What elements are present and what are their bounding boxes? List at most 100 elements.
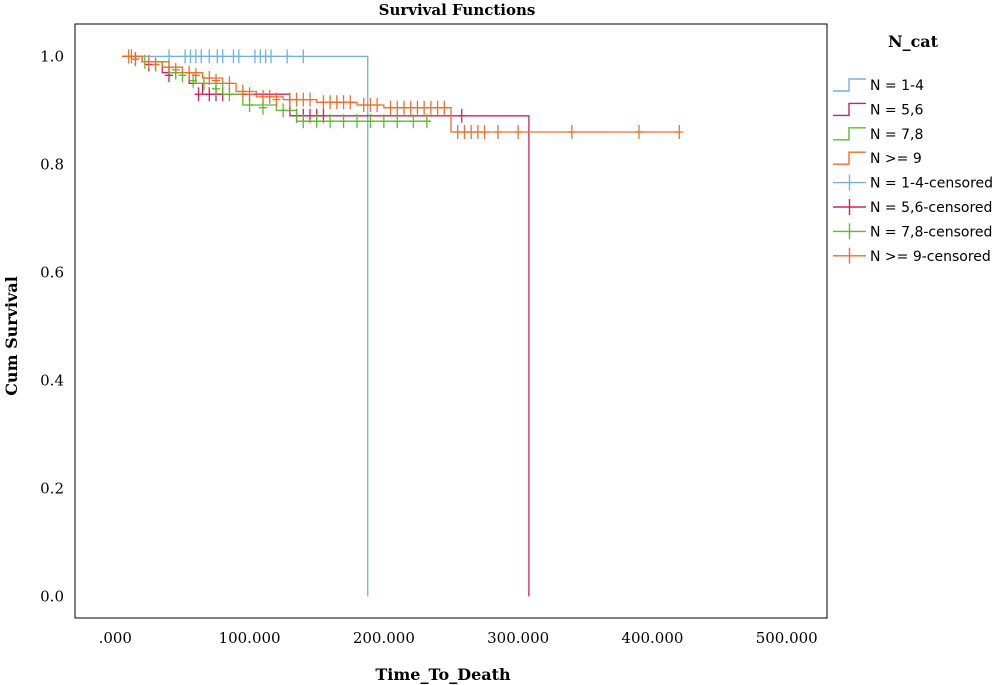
censor-marker: [279, 103, 288, 118]
censor-marker: [218, 49, 227, 64]
y-tick-label: 0.6: [40, 263, 64, 281]
legend-swatch: [833, 127, 866, 141]
censor-marker: [339, 95, 348, 110]
survival-line: [122, 55, 431, 122]
censor-marker: [185, 65, 194, 80]
censor-marker: [326, 95, 335, 110]
plot-frame: [74, 23, 828, 619]
legend: N_cat N = 1-4 N = 5,6 N = 7,8 N >= 9 N = 1-4…: [833, 32, 993, 265]
x-tick-label: 200.000: [353, 629, 415, 647]
legend-swatch: [833, 223, 866, 240]
censor-marker: [225, 76, 234, 91]
censor-marker: [144, 54, 153, 69]
censor-marker: [514, 125, 523, 139]
y-tick-label: 0.0: [40, 587, 64, 605]
censor-marker: [353, 114, 361, 129]
censor-marker: [205, 71, 214, 85]
censor-marker: [440, 100, 449, 115]
censor-marker: [299, 49, 308, 64]
censor-marker: [480, 125, 489, 139]
series-layer: [122, 49, 684, 597]
y-tick-label: 0.2: [40, 479, 64, 497]
censor-marker: [453, 125, 462, 139]
censor-marker: [473, 125, 482, 139]
censor-marker: [467, 125, 476, 139]
censor-marker: [319, 108, 328, 123]
censor-marker: [406, 100, 415, 115]
legend-label: N = 7,8: [870, 127, 923, 143]
censor-marker: [373, 98, 382, 112]
censor-marker: [165, 60, 173, 75]
censor-marker: [299, 114, 308, 129]
x-tick-label: 100.000: [219, 629, 281, 647]
x-tick-label: .000: [99, 629, 132, 647]
censor-marker: [234, 49, 243, 64]
censor-marker: [212, 73, 220, 88]
y-axis-title: Cum Survival: [2, 276, 21, 396]
censor-marker: [299, 92, 308, 107]
censor-marker: [267, 49, 276, 64]
censor-marker: [346, 95, 355, 110]
legend-label: N = 1-4: [870, 78, 924, 94]
censor-marker: [366, 98, 375, 112]
legend-swatch: [833, 174, 866, 191]
censor-marker: [422, 114, 431, 129]
y-axis-ticks: 0.0 0.2 0.4 0.6 0.8 1.0: [40, 47, 64, 605]
legend-swatch: [833, 78, 866, 92]
censor-marker: [400, 100, 408, 115]
survival-line: [122, 55, 369, 597]
censor-marker: [326, 114, 335, 129]
legend-swatch: [833, 199, 866, 215]
censor-marker: [205, 49, 214, 64]
censor-marker: [197, 49, 206, 64]
censor-marker: [420, 100, 429, 115]
censor-marker: [283, 49, 292, 64]
censor-marker: [306, 92, 314, 107]
censor-marker: [413, 100, 422, 115]
x-tick-label: 300.000: [487, 629, 549, 647]
censor-marker: [306, 108, 314, 123]
x-tick-label: 400.000: [621, 629, 683, 647]
censor-marker: [457, 108, 466, 123]
censor-marker: [409, 114, 418, 129]
censor-marker: [272, 92, 281, 107]
censor-marker: [379, 114, 388, 129]
censor-marker: [245, 87, 254, 102]
censor-marker: [205, 87, 214, 102]
survival-line: [122, 55, 530, 597]
censor-marker: [359, 98, 368, 112]
legend-label: N >= 9-censored: [870, 249, 991, 265]
y-tick-label: 0.4: [40, 371, 64, 389]
censor-marker: [675, 125, 684, 139]
censor-marker: [635, 125, 643, 139]
legend-label: N >= 9: [870, 151, 922, 167]
legend-title: N_cat: [888, 32, 939, 51]
y-tick-label: 0.8: [40, 155, 64, 173]
legend-swatch: [833, 102, 866, 117]
censor-marker: [131, 52, 140, 67]
legend-label: N = 7,8-censored: [870, 224, 992, 240]
chart-title: Survival Functions: [379, 1, 536, 19]
censor-marker: [319, 95, 328, 110]
censor-marker: [292, 92, 301, 107]
censor-marker: [494, 125, 502, 139]
censor-marker: [393, 114, 402, 129]
censor-marker: [151, 57, 160, 72]
censor-marker: [312, 114, 321, 129]
censor-marker: [366, 114, 375, 129]
y-tick-label: 1.0: [40, 47, 64, 65]
censor-marker: [460, 125, 469, 139]
legend-swatch: [833, 151, 866, 165]
x-axis-title: Time_To_Death: [375, 665, 511, 684]
censor-marker: [238, 84, 247, 99]
censor-marker: [339, 114, 348, 129]
censor-marker: [386, 100, 395, 115]
x-axis-ticks: .000 100.000 200.000 300.000 400.000 500.000: [99, 629, 818, 647]
censor-marker: [191, 68, 200, 83]
censor-marker: [393, 100, 402, 115]
censor-marker: [265, 89, 274, 104]
censor-marker: [171, 62, 180, 77]
censor-marker: [567, 125, 576, 139]
censor-marker: [426, 100, 435, 115]
